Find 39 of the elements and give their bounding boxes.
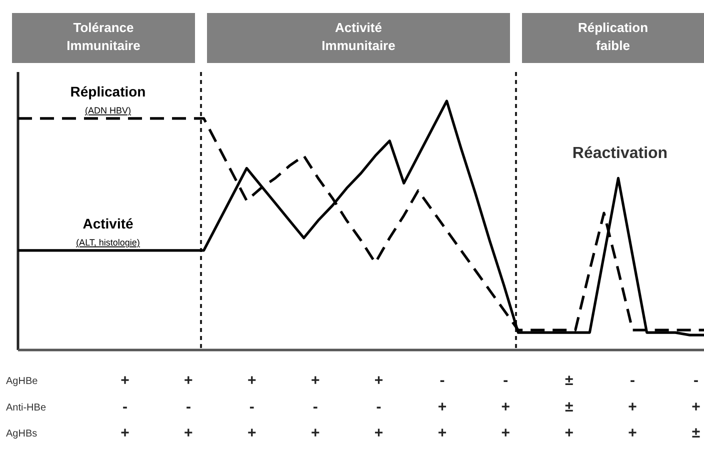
text: + [692,398,701,416]
text: + [501,424,510,442]
text: - [630,372,636,389]
text: ± [564,372,574,389]
series-label: Activité (ALT, histologie) [76,215,140,248]
text: + [310,424,320,442]
text: + [120,424,130,442]
series-label: Réplication (ADN HBV) [70,83,146,116]
text: + [120,372,130,389]
text: + [248,372,257,389]
text: + [628,424,638,442]
text: - [376,398,382,416]
text: - [312,398,318,416]
text: Tolérance Immunitaire [66,20,140,53]
text: - [249,398,254,416]
text: - [440,372,445,389]
text: AgHBs [6,428,38,440]
text: ± [564,398,574,416]
text: + [438,424,447,442]
text: + [374,424,384,442]
text: + [184,372,194,389]
text: ± [692,424,700,442]
text: Activité Immunitaire [322,20,396,53]
annotation: Réactivation [572,145,668,162]
text: + [184,424,194,442]
text: + [374,372,384,389]
text: + [438,398,447,416]
text: + [310,372,320,389]
text: + [564,424,574,442]
text: Anti-HBe [6,402,46,414]
text: - [503,372,508,389]
text: - [694,372,698,389]
text: - [186,398,191,416]
text: Réplication faible [578,20,648,53]
text: + [628,398,638,416]
text: - [122,398,128,416]
text: AgHBe [6,376,38,387]
text: + [248,424,257,442]
text: + [501,398,510,416]
